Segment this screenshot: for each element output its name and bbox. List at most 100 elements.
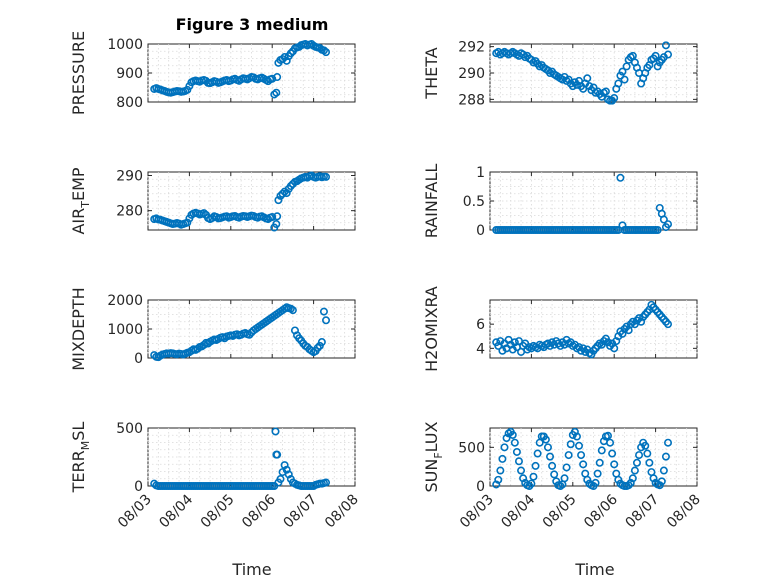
sun-flux-data-point [492, 480, 501, 489]
sun-flux-data-point [572, 432, 581, 441]
subplot-rainfall: 0 0.5 1 RAINFALL [422, 164, 698, 239]
sun-flux-data-point [552, 477, 561, 486]
terr-msl-x-tick-label: 08/08 [322, 492, 362, 532]
pressure-y-tick-label: 1000 [107, 37, 143, 53]
terr-msl-data-point [280, 461, 289, 470]
sun-flux-data-point [548, 461, 557, 470]
air-temp-data-point [282, 189, 291, 198]
theta-data-point [610, 94, 619, 103]
sun-flux-data-point [635, 451, 644, 460]
mixdepth-data-point [313, 343, 322, 352]
sun-flux-data-point [512, 447, 521, 456]
x-axis-label-right: Time [574, 560, 614, 579]
mixdepth-data-point [322, 316, 331, 325]
terr-msl-y-tick-label: 0 [134, 479, 143, 495]
theta-data-point [585, 82, 594, 91]
theta-data-point [572, 80, 581, 89]
sun-flux-x-tick-label: 08/03 [457, 492, 497, 532]
h2omixra-data-point [610, 344, 619, 353]
terr-msl-data-point [322, 478, 331, 487]
rainfall-y-tick-label: 0 [476, 223, 485, 239]
air-temp-data-point [286, 182, 295, 191]
sun-flux-data-point [630, 466, 639, 475]
theta-data-point [568, 82, 577, 91]
sun-flux-data-point [583, 475, 592, 484]
sun-flux-data-point [566, 440, 575, 449]
pressure-y-axis-label: PRESSURE [69, 31, 88, 115]
air-temp-data-point [322, 172, 331, 181]
pressure-data-point [286, 49, 295, 58]
mixdepth-y-tick-label: 2000 [107, 293, 143, 309]
rainfall-data-point [653, 226, 662, 235]
sun-flux-data-point [564, 451, 573, 460]
sun-flux-data-point [533, 449, 542, 458]
sun-flux-data-point [543, 443, 552, 452]
sun-flux-data-point [603, 431, 612, 440]
pressure-y-tick-label: 800 [116, 95, 143, 111]
sun-flux-data-point [626, 478, 635, 487]
sun-flux-x-tick-label: 08/08 [664, 492, 704, 532]
sun-flux-data-point [614, 475, 623, 484]
sun-flux-data-point [496, 466, 505, 475]
sun-flux-data-point [632, 458, 641, 467]
sun-flux-data-point [649, 474, 658, 483]
pressure-data-point [273, 73, 282, 82]
sun-flux-data-point [550, 470, 559, 479]
theta-data-point [564, 75, 573, 84]
terr-msl-data-point [284, 470, 293, 479]
sun-flux-data-point [643, 449, 652, 458]
subplot-theta: 288 290 292 THETA [422, 40, 698, 108]
air-temp-data-point [276, 191, 285, 200]
subplot-sun-flux: 0 500 08/03 08/04 08/05 08/06 08/07 08/08 SUNFLU… [422, 421, 704, 531]
subplot-pressure: 800 900 1000 PRESSURE [69, 31, 356, 115]
h2omixra-y-tick-label: 6 [476, 317, 485, 333]
sun-flux-data-point [517, 466, 526, 475]
mixdepth-y-tick-label: 0 [134, 351, 143, 367]
theta-data-point [661, 41, 670, 50]
terr-msl-x-tick-label: 08/06 [239, 491, 279, 531]
h2omixra-data-point [664, 320, 673, 329]
mixdepth-y-tick-label: 1000 [107, 322, 143, 338]
sun-flux-data-point [641, 441, 650, 450]
theta-data-point [583, 74, 592, 83]
sun-flux-data-point [608, 449, 617, 458]
sun-flux-data-point [500, 443, 509, 452]
terr-msl-data-point [271, 427, 280, 436]
terr-msl-x-tick-label: 08/03 [115, 492, 155, 532]
terr-msl-x-tick-label: 08/07 [281, 492, 321, 532]
sun-flux-data-point [579, 460, 588, 469]
theta-data-point [618, 67, 627, 76]
pressure-data-point [282, 56, 291, 65]
terr-msl-x-tick-label: 08/05 [198, 492, 238, 532]
sun-flux-x-tick-label: 08/07 [623, 492, 663, 532]
sun-flux-data-point [628, 474, 637, 483]
sun-flux-data-point [494, 475, 503, 484]
sun-flux-x-tick-label: 08/06 [581, 491, 621, 531]
pressure-y-tick-label: 900 [116, 66, 143, 82]
theta-data-point [651, 51, 660, 60]
h2omixra-y-axis-label: H2OMIXRA [422, 286, 441, 372]
sun-flux-data-point [527, 479, 536, 488]
sun-flux-data-point [655, 481, 664, 490]
air-temp-data-point [274, 196, 283, 205]
air-temp-data-point [278, 189, 287, 198]
air-temp-data-point [268, 212, 277, 221]
terr-msl-data-point [273, 450, 282, 459]
sun-flux-data-point [560, 474, 569, 483]
theta-data-point [597, 92, 606, 101]
sun-flux-x-tick-label: 08/04 [498, 491, 538, 531]
subplot-h2omixra: 4 6 H2OMIXRA [422, 286, 698, 372]
sun-flux-data-point [508, 430, 517, 439]
sun-flux-data-point [502, 434, 511, 443]
h2omixra-y-tick-label: 4 [476, 341, 485, 357]
mixdepth-data-point [319, 307, 328, 316]
theta-data-point [601, 87, 610, 96]
rainfall-y-tick-label: 0.5 [463, 194, 485, 210]
pressure-data-point [272, 88, 281, 97]
sun-flux-y-tick-label: 500 [458, 440, 485, 456]
air-temp-data-point [272, 220, 281, 229]
sun-flux-data-point [637, 443, 646, 452]
air-temp-data-point [183, 218, 192, 227]
sun-flux-data-point [659, 466, 668, 475]
